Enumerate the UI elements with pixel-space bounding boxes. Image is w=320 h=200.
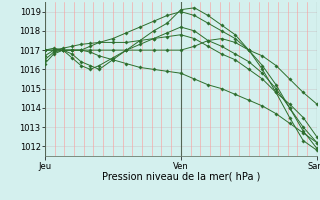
X-axis label: Pression niveau de la mer( hPa ): Pression niveau de la mer( hPa ) xyxy=(102,172,260,182)
